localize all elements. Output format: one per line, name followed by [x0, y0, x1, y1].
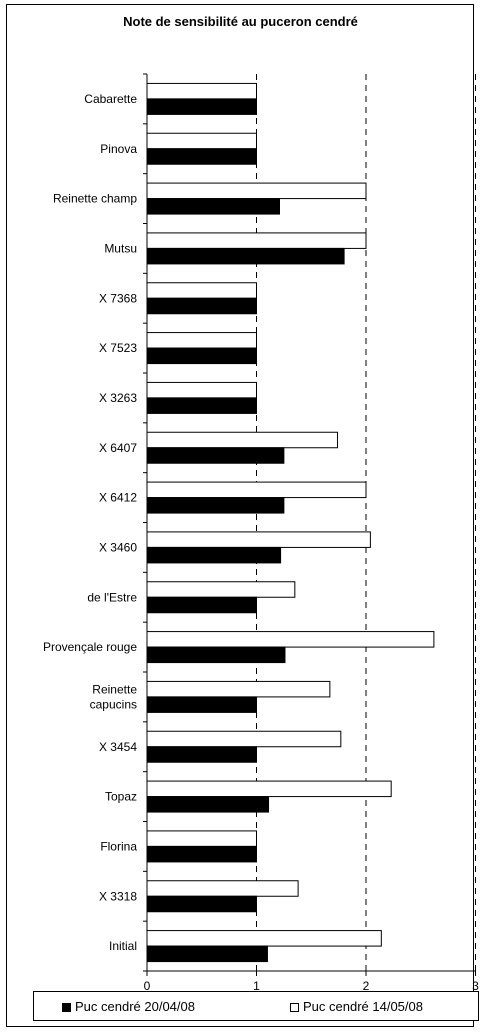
x-tick-label-2: 2: [363, 979, 370, 993]
bar-series-1-13: [146, 746, 257, 763]
bar-series-2-15: [146, 830, 257, 847]
bar-series-2-7: [146, 431, 339, 449]
category-label-17: Initial: [109, 939, 137, 953]
category-label-15: Florina: [100, 839, 137, 853]
bar-series-2-2: [146, 182, 367, 200]
bar-series-2-13: [146, 730, 342, 748]
legend-label-series-2: Puc cendré 14/05/08: [303, 999, 423, 1014]
bar-series-1-0: [146, 98, 257, 115]
x-tick-label-0: 0: [144, 979, 151, 993]
bar-series-1-11: [146, 646, 286, 664]
bar-series-2-6: [146, 381, 257, 399]
category-label-16: X 3318: [99, 889, 137, 903]
category-label-8: X 6412: [99, 491, 137, 505]
bar-series-1-2: [146, 198, 280, 215]
bar-series-2-5: [146, 332, 257, 349]
bar-series-2-0: [146, 82, 257, 100]
bar-series-2-10: [146, 581, 296, 598]
bar-series-1-16: [146, 895, 257, 913]
bar-series-1-17: [146, 945, 268, 963]
bar-series-1-3: [146, 247, 345, 265]
category-label-12: Reinette capucins: [90, 682, 138, 711]
legend-swatch-series-1: [62, 1003, 71, 1012]
category-label-0: Cabarette: [84, 92, 137, 106]
x-tick-label-3: 3: [472, 979, 479, 993]
bar-series-2-11: [146, 631, 435, 648]
x-tick-label-1: 1: [253, 979, 260, 993]
bar-series-2-4: [146, 282, 257, 299]
bar-series-2-3: [146, 232, 367, 249]
bar-series-1-12: [146, 696, 257, 713]
category-label-2: Reinette champ: [53, 192, 137, 206]
category-label-13: X 3454: [99, 740, 137, 754]
category-label-10: de l'Estre: [87, 590, 137, 604]
category-label-9: X 3460: [99, 540, 137, 554]
bar-series-1-7: [146, 447, 285, 464]
legend-item-series-1: Puc cendré 20/04/08: [62, 999, 195, 1014]
bar-series-2-17: [146, 930, 382, 947]
bar-series-2-1: [146, 132, 257, 150]
bar-series-1-8: [146, 497, 285, 514]
axes: 0 1 2 3: [143, 73, 479, 993]
bar-series-2-16: [146, 880, 299, 897]
category-label-1: Pinova: [100, 142, 137, 156]
bar-series-2-8: [146, 481, 367, 499]
category-label-11: Provençale rouge: [43, 640, 137, 654]
category-labels: Cabarette Pinova Reinette champ Mutsu X 7368…: [43, 92, 137, 953]
category-label-14: Topaz: [105, 790, 137, 804]
chart-title: Note de sensibilité au puceron cendré: [123, 14, 358, 29]
bar-series-2-14: [146, 780, 392, 798]
legend-swatch-series-2: [290, 1003, 299, 1012]
bar-series-1-14: [146, 796, 270, 813]
category-label-6: X 3263: [99, 391, 137, 405]
gridlines: [256, 74, 476, 971]
category-label-4: X 7368: [99, 291, 137, 305]
category-label-3: Mutsu: [104, 241, 137, 255]
bar-series-1-9: [146, 546, 282, 564]
bar-series-1-1: [146, 148, 257, 165]
bar-series-2-9: [146, 531, 371, 548]
bar-series-2-12: [146, 680, 331, 698]
legend-label-series-1: Puc cendré 20/04/08: [75, 999, 195, 1014]
legend-item-series-2: Puc cendré 14/05/08: [290, 999, 423, 1014]
legend: Puc cendré 20/04/08 Puc cendré 14/05/08: [33, 991, 479, 1021]
bar-series-1-5: [146, 347, 257, 365]
bar-series-1-10: [146, 596, 257, 614]
bar-series-1-15: [146, 845, 257, 863]
category-label-7: X 6407: [99, 441, 137, 455]
bars: [146, 82, 435, 963]
bar-series-1-4: [146, 297, 257, 315]
bar-series-1-6: [146, 397, 257, 414]
category-label-5: X 7523: [99, 341, 137, 355]
